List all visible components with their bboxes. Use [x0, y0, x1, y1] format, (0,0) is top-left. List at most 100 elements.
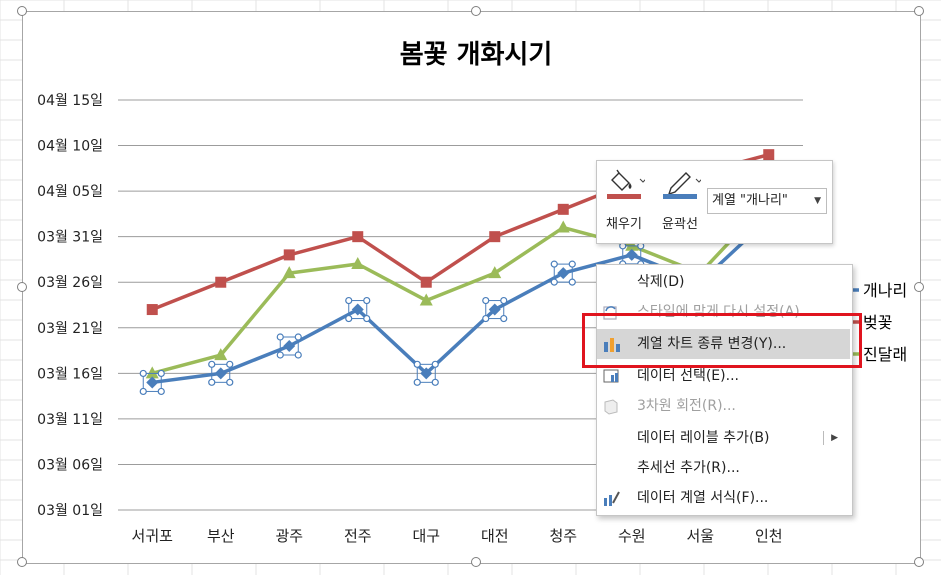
selection-handle	[568, 278, 576, 286]
selection-handle	[482, 314, 490, 323]
selection-handle	[226, 360, 234, 368]
legend-entry: 벚꽃	[863, 313, 892, 332]
format-brush-icon	[604, 491, 620, 506]
y-tick-label: 03월 11일	[37, 412, 103, 428]
x-tick-label: 전주	[344, 527, 372, 545]
selection-handle	[276, 351, 284, 359]
y-tick-label: 03월 01일	[37, 503, 103, 519]
data-point	[763, 149, 775, 161]
x-tick-label: 부산	[207, 527, 235, 545]
selection-handle	[208, 360, 216, 368]
submenu-divider	[823, 431, 824, 445]
selection-handle	[208, 378, 216, 386]
selection-handle	[345, 314, 353, 323]
x-tick-label: 서울	[686, 527, 714, 545]
fill-button[interactable]: 채우기	[599, 167, 649, 237]
chevron-down-icon[interactable]: ▼	[814, 196, 821, 206]
data-point	[282, 266, 296, 279]
selection-handle	[276, 333, 284, 341]
y-tick-label: 04월 15일	[37, 93, 103, 109]
legend-entry: 진달래	[863, 345, 907, 364]
legend-entry: 개나리	[863, 281, 907, 300]
selection-box	[211, 363, 231, 383]
x-tick-label: 대구	[412, 527, 440, 545]
selection-handle	[431, 378, 439, 386]
resize-handle-top[interactable]	[471, 6, 481, 16]
selection-handle	[413, 360, 421, 368]
data-point	[420, 367, 433, 380]
pen-icon	[663, 172, 701, 199]
menu-item-3d-rotation[interactable]: 3차원 회전(R)...	[597, 391, 850, 421]
format-mini-toolbar: 채우기 윤곽선 계열 "개나리" ▼	[596, 160, 833, 244]
chart-title: 봄꽃 개화시기	[400, 40, 553, 70]
selection-box	[485, 300, 505, 320]
y-tick-label: 03월 26일	[37, 275, 103, 291]
data-point	[557, 203, 569, 215]
selection-handle	[139, 369, 147, 378]
data-point	[352, 231, 364, 243]
highlight-box	[582, 313, 862, 368]
x-tick-label: 광주	[275, 527, 303, 545]
selection-handle	[345, 296, 353, 305]
y-tick-label: 03월 31일	[37, 230, 103, 246]
data-point	[489, 231, 501, 243]
resize-handle-right[interactable]	[914, 282, 924, 292]
y-tick-label: 03월 06일	[37, 457, 103, 473]
menu-item-add-data-labels[interactable]: 데이터 레이블 추가(B) ▶	[597, 423, 850, 453]
y-tick-label: 04월 10일	[37, 139, 103, 155]
bar-chart-icon	[604, 338, 620, 352]
data-point	[625, 248, 638, 261]
x-tick-label: 수원	[618, 527, 646, 545]
menu-item-delete[interactable]: 삭제(D)	[637, 274, 685, 290]
menu-item-format-data-series[interactable]: 데이터 계열 서식(F)...	[597, 483, 850, 513]
data-point	[146, 304, 158, 316]
selection-box	[416, 363, 436, 383]
paint-bucket-icon	[607, 169, 645, 199]
selection-handle	[568, 260, 576, 268]
resize-handle-top-left[interactable]	[17, 6, 27, 16]
data-point	[351, 257, 365, 269]
data-point	[214, 348, 228, 361]
data-point	[351, 303, 364, 316]
resize-handle-bottom-right[interactable]	[914, 557, 924, 567]
series-select-value: 계열 "개나리"	[712, 193, 788, 208]
data-point	[420, 276, 432, 288]
selection-box	[553, 263, 573, 283]
data-point	[488, 266, 502, 279]
selection-box	[348, 300, 368, 320]
data-point	[625, 238, 639, 251]
series-line	[151, 199, 771, 376]
outline-button[interactable]: 윤곽선	[655, 167, 705, 237]
menu-item-add-trendline[interactable]: 추세선 추가(R)...	[637, 460, 740, 476]
selection-handle	[431, 360, 439, 368]
resize-handle-top-right[interactable]	[914, 6, 924, 16]
selection-handle	[500, 314, 508, 323]
data-point	[488, 303, 501, 316]
data-point	[145, 366, 159, 379]
data-point	[283, 249, 295, 261]
menu-item-select-data[interactable]: 데이터 선택(E)...	[597, 361, 850, 391]
data-point	[146, 376, 159, 389]
menu-item-change-series-chart-type[interactable]: 계열 차트 종류 변경(Y)...	[597, 329, 850, 359]
resize-handle-left[interactable]	[17, 282, 27, 292]
selection-box	[142, 372, 162, 392]
selection-handle	[157, 387, 165, 396]
data-point	[419, 293, 433, 306]
outline-label: 윤곽선	[662, 217, 698, 232]
fill-label: 채우기	[606, 217, 642, 232]
table-data-icon	[603, 369, 619, 383]
y-tick-label: 03월 21일	[37, 321, 103, 337]
selection-handle	[413, 378, 421, 386]
selection-handle	[500, 296, 508, 305]
selection-handle	[294, 351, 302, 359]
x-tick-label: 대전	[481, 527, 509, 545]
x-tick-label: 인천	[755, 527, 783, 545]
data-point	[557, 267, 570, 280]
data-point	[283, 340, 296, 352]
selection-handle	[294, 333, 302, 341]
resize-handle-bottom[interactable]	[471, 557, 481, 567]
resize-handle-bottom-left[interactable]	[17, 557, 27, 567]
selection-box	[622, 245, 642, 265]
series-select-dropdown[interactable]: 계열 "개나리" ▼	[707, 188, 827, 214]
selection-handle	[139, 387, 147, 396]
